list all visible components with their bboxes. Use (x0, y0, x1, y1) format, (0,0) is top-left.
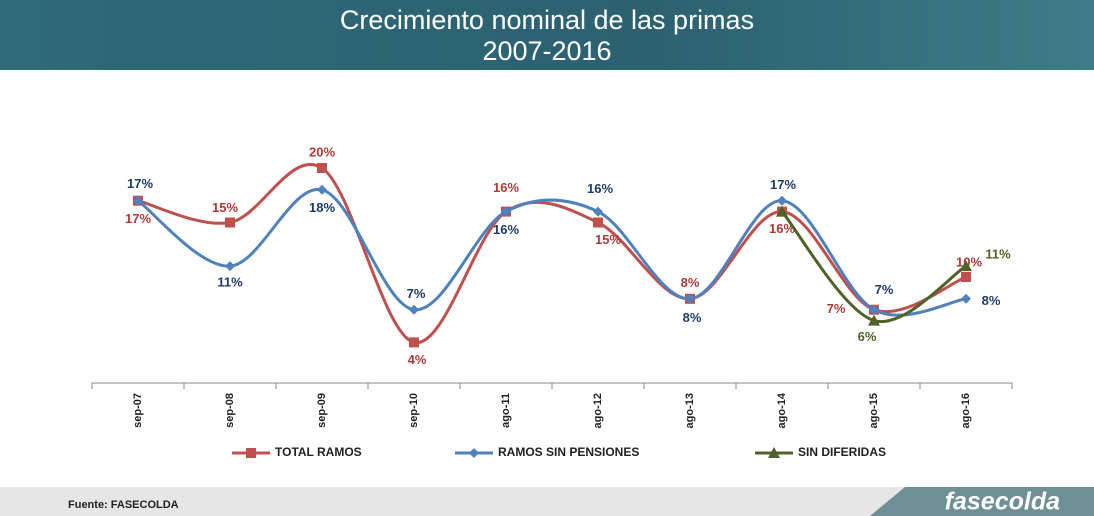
header-band (0, 0, 1094, 70)
chart-subtitle: 2007-2016 (482, 36, 611, 66)
marker (868, 314, 880, 326)
marker (501, 206, 511, 217)
marker (685, 293, 695, 304)
legend-label: SIN DIFERIDAS (798, 445, 886, 459)
x-tick-label: ago-15 (868, 393, 880, 428)
data-label: 8% (681, 275, 700, 290)
marker (593, 206, 603, 217)
x-tick-label: ago-14 (776, 392, 788, 428)
marker (133, 195, 143, 206)
data-label: 7% (875, 282, 894, 297)
data-label: 11% (217, 275, 243, 290)
x-tick-label: sep-08 (224, 393, 236, 428)
logo-shape (870, 487, 1094, 516)
logo-text: fasecolda (945, 488, 1060, 516)
x-tick-label: ago-16 (960, 393, 972, 428)
data-label: 6% (858, 329, 877, 344)
marker (961, 272, 971, 282)
data-label: 17% (127, 176, 153, 191)
data-label: 20% (309, 144, 335, 159)
data-label: 7% (827, 301, 846, 316)
marker (869, 304, 879, 315)
data-label: 4% (408, 352, 427, 367)
marker (960, 260, 972, 272)
marker (317, 184, 327, 195)
data-label: 7% (407, 286, 426, 301)
x-tick-label: ago-11 (500, 393, 512, 428)
legend-label: TOTAL RAMOS (275, 445, 362, 459)
data-label: 11% (985, 247, 1011, 262)
series-line (137, 163, 967, 344)
data-label: 17% (125, 211, 151, 226)
data-label: 18% (309, 200, 335, 215)
marker (961, 293, 971, 304)
legend-marker (768, 447, 780, 458)
x-tick-label: ago-13 (684, 393, 696, 428)
data-label: 15% (212, 200, 238, 215)
data-label: 16% (493, 180, 519, 195)
chart-title: Crecimiento nominal de las primas (340, 5, 754, 35)
legend-marker (246, 448, 256, 458)
data-label: 8% (982, 293, 1001, 308)
x-tick-label: sep-10 (408, 393, 420, 428)
data-label: 17% (770, 177, 796, 192)
marker (225, 217, 235, 228)
legend-label: RAMOS SIN PENSIONES (498, 445, 639, 459)
x-tick-label: ago-12 (592, 393, 604, 428)
marker (225, 261, 235, 272)
marker (317, 163, 327, 173)
marker (777, 195, 787, 206)
marker (409, 304, 419, 315)
data-label: 8% (683, 310, 702, 325)
marker (776, 205, 788, 217)
x-tick-label: sep-09 (316, 393, 328, 428)
series-line (137, 188, 967, 317)
legend-marker (469, 448, 479, 458)
data-label: 16% (587, 181, 613, 196)
source-note: Fuente: FASECOLDA (68, 499, 179, 511)
data-label: 10% (956, 254, 982, 269)
data-label: 15% (595, 232, 621, 247)
data-label: 16% (769, 221, 795, 236)
marker (409, 337, 419, 348)
marker (593, 217, 603, 228)
data-label: 16% (493, 222, 519, 237)
x-tick-label: sep-07 (132, 393, 144, 428)
